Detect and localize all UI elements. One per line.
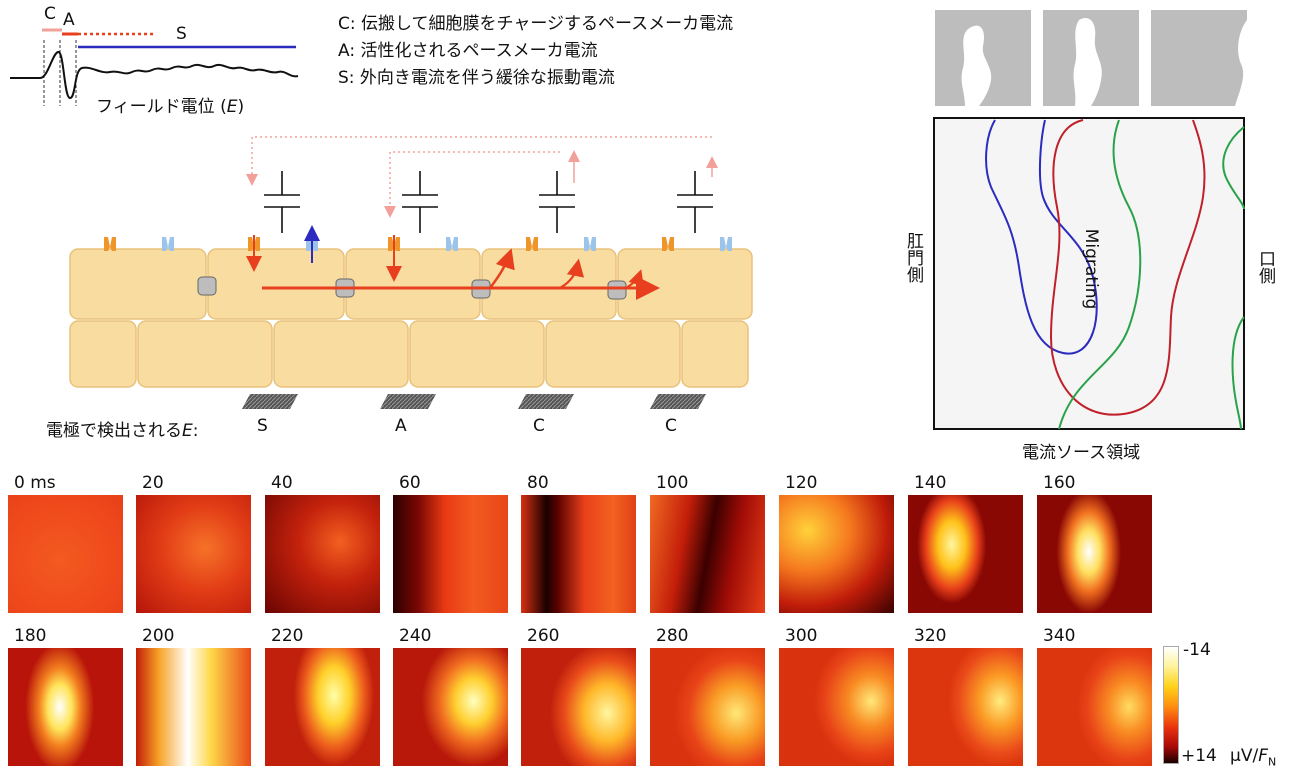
trace-caption-end: ) — [237, 97, 245, 117]
capacitor-1 — [264, 171, 300, 233]
cell-diagram-svg — [69, 136, 753, 409]
heatmap-frame — [908, 495, 1023, 613]
heatmap-frame — [521, 495, 636, 613]
colorbar — [1163, 646, 1179, 764]
heatmap-frame — [8, 648, 123, 766]
feedback-dotted-inner — [384, 151, 560, 218]
trace-label-a: A — [63, 10, 75, 30]
gut-shape-svg — [935, 10, 1247, 106]
contour-green-1 — [1058, 119, 1142, 430]
frame-time-label: 300 — [785, 626, 818, 646]
trace-caption-var: E — [226, 97, 238, 117]
cell-row-top — [69, 248, 753, 320]
heatmap-frame — [650, 495, 765, 613]
colorbar-unit-sub: N — [1267, 755, 1277, 769]
heatmap-frame — [393, 495, 508, 613]
heatmap-frame — [8, 495, 123, 613]
trace-svg — [10, 28, 299, 106]
electrode-label-4: C — [665, 416, 677, 436]
frame-time-label: 0 ms — [14, 473, 56, 493]
electrode-pads — [242, 394, 706, 409]
electrode-caption-var: E — [182, 421, 193, 441]
feedback-dotted-outer — [246, 136, 712, 186]
colorbar-unit-main: μV/ — [1230, 746, 1259, 766]
frame-time-label: 140 — [914, 473, 947, 493]
frame-time-label: 80 — [527, 473, 549, 493]
colorbar-unit: μV/FN — [1230, 746, 1276, 768]
capacitor-3 — [539, 171, 575, 233]
frame-time-label: 100 — [656, 473, 689, 493]
colorbar-unit-var: F — [1258, 746, 1268, 766]
frame-time-label: 220 — [271, 626, 304, 646]
legend-c: C: 伝搬して細胞膜をチャージするペースメーカ電流 — [338, 14, 734, 34]
heatmap-frame — [1037, 495, 1152, 613]
frame-time-label: 120 — [785, 473, 818, 493]
contour-blue — [985, 119, 1098, 355]
heatmap-frame — [521, 648, 636, 766]
trace-caption-main: フィールド電位 ( — [96, 97, 227, 117]
colorbar-bottom-label: +14 — [1181, 746, 1217, 766]
branch-arrow-3 — [625, 269, 644, 289]
frame-time-label: 260 — [527, 626, 560, 646]
map-bottom-label: 電流ソース領域 — [1022, 443, 1141, 463]
contour-green-3 — [1231, 316, 1245, 430]
heatmap-frame — [779, 495, 894, 613]
heatmap-frame — [1037, 648, 1152, 766]
heatmap-frame — [393, 648, 508, 766]
legend-s: S: 外向き電流を伴う緩徐な振動電流 — [338, 68, 615, 88]
cell-diagram — [60, 125, 840, 415]
capacitor-4 — [677, 171, 713, 233]
field-potential-trace: C A S フィールド電位 (E) — [0, 0, 320, 117]
electrode-caption-end: : — [192, 421, 199, 441]
electrode-label-3: C — [533, 416, 545, 436]
heatmap-frame — [136, 648, 251, 766]
frame-time-label: 20 — [142, 473, 164, 493]
frame-time-label: 200 — [142, 626, 175, 646]
electrode-label-2: A — [395, 416, 407, 436]
frame-time-label: 60 — [399, 473, 421, 493]
heatmap-frame — [136, 495, 251, 613]
heatmap-frame — [779, 648, 894, 766]
electrode-caption-main: 電極で検出される — [46, 421, 182, 441]
frame-time-label: 340 — [1043, 626, 1076, 646]
electrode-label-1: S — [257, 416, 268, 436]
frame-time-label: 40 — [271, 473, 293, 493]
map-left-label: 肛門側 — [903, 232, 923, 283]
current-source-map-svg — [933, 117, 1245, 430]
cell-row-bottom — [69, 320, 749, 388]
electrode-caption: 電極で検出されるE: — [46, 416, 198, 441]
frame-time-label: 280 — [656, 626, 689, 646]
trace-caption: フィールド電位 (E) — [96, 92, 244, 117]
contour-red — [1049, 119, 1206, 416]
frame-time-label: 240 — [399, 626, 432, 646]
frame-time-label: 160 — [1043, 473, 1076, 493]
heatmap-frame — [908, 648, 1023, 766]
gut-shape-thumbnails — [935, 10, 1247, 106]
trace-label-c: C — [44, 4, 56, 24]
branch-arrow-1 — [489, 248, 515, 289]
migrating-label: Migrating — [1081, 228, 1101, 310]
legend-a: A: 活性化されるペースメーカ電流 — [338, 41, 598, 61]
frame-time-label: 320 — [914, 626, 947, 646]
heatmap-frame — [650, 648, 765, 766]
potential-waveform — [10, 50, 299, 100]
heatmap-frame — [265, 648, 380, 766]
map-right-label: 口側 — [1255, 250, 1275, 284]
trace-label-s: S — [176, 24, 187, 44]
capacitor-2 — [402, 171, 438, 233]
branch-arrow-2 — [559, 258, 585, 289]
frame-time-label: 180 — [14, 626, 47, 646]
heatmap-frame — [265, 495, 380, 613]
heatmap-series: 0 ms 20 40 60 80 100 120 140 160 180 200 220 240 260 2… — [0, 470, 1160, 766]
current-source-map: Migrating — [933, 117, 1245, 430]
ion-channels-orange — [104, 237, 674, 251]
contour-green-2 — [1222, 126, 1245, 210]
ion-channels-blue — [162, 237, 732, 251]
colorbar-top-label: -14 — [1183, 640, 1211, 660]
